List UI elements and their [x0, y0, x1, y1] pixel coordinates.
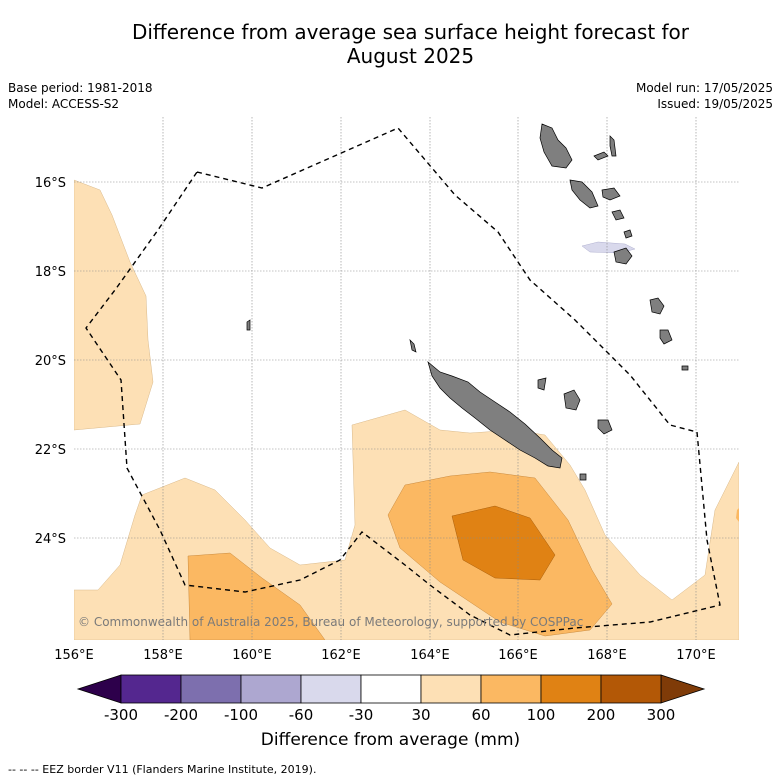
land-masses — [246, 123, 689, 481]
lon-label-162e: 162°E — [321, 648, 361, 663]
lon-label-160e: 160°E — [232, 648, 272, 663]
meta-left: Base period: 1981-2018 Model: ACCESS-S2 — [8, 80, 153, 112]
colorbar-segments — [120, 674, 662, 704]
belep-islets — [409, 338, 417, 353]
map-panel: © Commonwealth of Australia 2025, Bureau… — [74, 117, 739, 640]
lon-label-166e: 166°E — [498, 648, 538, 663]
colorbar-tick-labels: -300 -200 -100 -60 -30 30 60 100 200 300 — [104, 706, 675, 724]
base-period-text: Base period: 1981-2018 — [8, 81, 153, 95]
vanuatu-tanna — [613, 247, 633, 265]
vanuatu-efate — [601, 187, 621, 201]
lon-label-168e: 168°E — [587, 648, 627, 663]
colorbar-segment-2 — [240, 674, 302, 704]
anomaly-region-30-60-east-edge — [736, 508, 739, 522]
colorbar-title: Difference from average (mm) — [260, 730, 521, 750]
lat-label-24s: 24°S — [35, 532, 66, 547]
colorbar-tick-label: 30 — [411, 706, 430, 724]
anomaly-shading — [74, 179, 739, 640]
vanuatu-aneityum — [623, 229, 633, 239]
model-run-text: Model run: 17/05/2025 — [635, 81, 773, 95]
colorbar-segment-5 — [420, 674, 482, 704]
lat-label-22s: 22°S — [35, 443, 66, 458]
lat-label-20s: 20°S — [35, 354, 66, 369]
lon-label-170e: 170°E — [676, 648, 716, 663]
colorbar-tick-label: -60 — [289, 706, 314, 724]
vanuatu-malekula — [569, 179, 599, 209]
issued-text: Issued: 19/05/2025 — [657, 97, 773, 111]
isle-of-pines — [579, 473, 587, 481]
colorbar-segment-7 — [540, 674, 602, 704]
colorbar-tick-label: -30 — [349, 706, 374, 724]
anomaly-region-30-60-west — [74, 179, 154, 431]
colorbar-tick-label: 60 — [471, 706, 490, 724]
colorbar-tick-label: 300 — [647, 706, 676, 724]
new-caledonia-island — [427, 361, 563, 469]
map-title: Difference from average sea surface heig… — [40, 20, 781, 68]
anomaly-region-60-100 — [187, 552, 326, 640]
colorbar-segment-4 — [360, 674, 422, 704]
loyalty-lifou — [563, 389, 581, 411]
hunter-island — [659, 329, 673, 345]
anomaly-region-100-200 — [451, 505, 556, 581]
eez-legend-note: -- -- -- EEZ border V11 (Flanders Marine… — [8, 763, 317, 776]
colorbar-tick-label: -100 — [224, 706, 258, 724]
colorbar-segment-0 — [120, 674, 182, 704]
colorbar-segment-1 — [180, 674, 242, 704]
colorbar-segment-3 — [300, 674, 362, 704]
colorbar-under-arrow — [76, 674, 122, 704]
graticule — [74, 117, 739, 640]
title-line-1: Difference from average sea surface heig… — [131, 20, 690, 44]
colorbar-tick-label: -200 — [164, 706, 198, 724]
meta-right: Model run: 17/05/2025 Issued: 19/05/2025 — [636, 80, 773, 112]
loyalty-mare — [597, 419, 613, 435]
longitude-labels: 156°E 158°E 160°E 162°E 164°E 166°E 168°… — [54, 648, 716, 663]
latitude-labels: 16°S 18°S 20°S 22°S 24°S — [35, 176, 66, 547]
colorbar-tick-label: 100 — [527, 706, 556, 724]
colorbar-tick-label: -300 — [104, 706, 138, 724]
eez-border — [85, 127, 721, 636]
title-line-2: August 2025 — [346, 44, 475, 68]
lon-label-156e: 156°E — [54, 648, 94, 663]
small-island-east — [681, 365, 689, 371]
vanuatu-espiritu-santo — [539, 123, 573, 169]
colorbar-segment-6 — [480, 674, 542, 704]
vanuatu-erromango — [611, 209, 625, 221]
loyalty-ouvea — [537, 377, 547, 391]
colorbar-segment-8 — [600, 674, 662, 704]
colorbar-tick-label: 200 — [587, 706, 616, 724]
lat-label-16s: 16°S — [35, 176, 66, 191]
lon-label-158e: 158°E — [143, 648, 183, 663]
lat-label-18s: 18°S — [35, 265, 66, 280]
copyright-notice: © Commonwealth of Australia 2025, Bureau… — [78, 615, 583, 629]
vanuatu-maewo — [609, 135, 617, 157]
vanuatu-ambae — [593, 151, 609, 161]
matthew-island — [649, 297, 665, 315]
colorbar-over-arrow — [660, 674, 706, 704]
model-text: Model: ACCESS-S2 — [8, 97, 120, 111]
colorbar: -300 -200 -100 -60 -30 30 60 100 200 300 — [76, 674, 706, 724]
chesterfield-islet — [246, 319, 251, 331]
lon-label-164e: 164°E — [410, 648, 450, 663]
